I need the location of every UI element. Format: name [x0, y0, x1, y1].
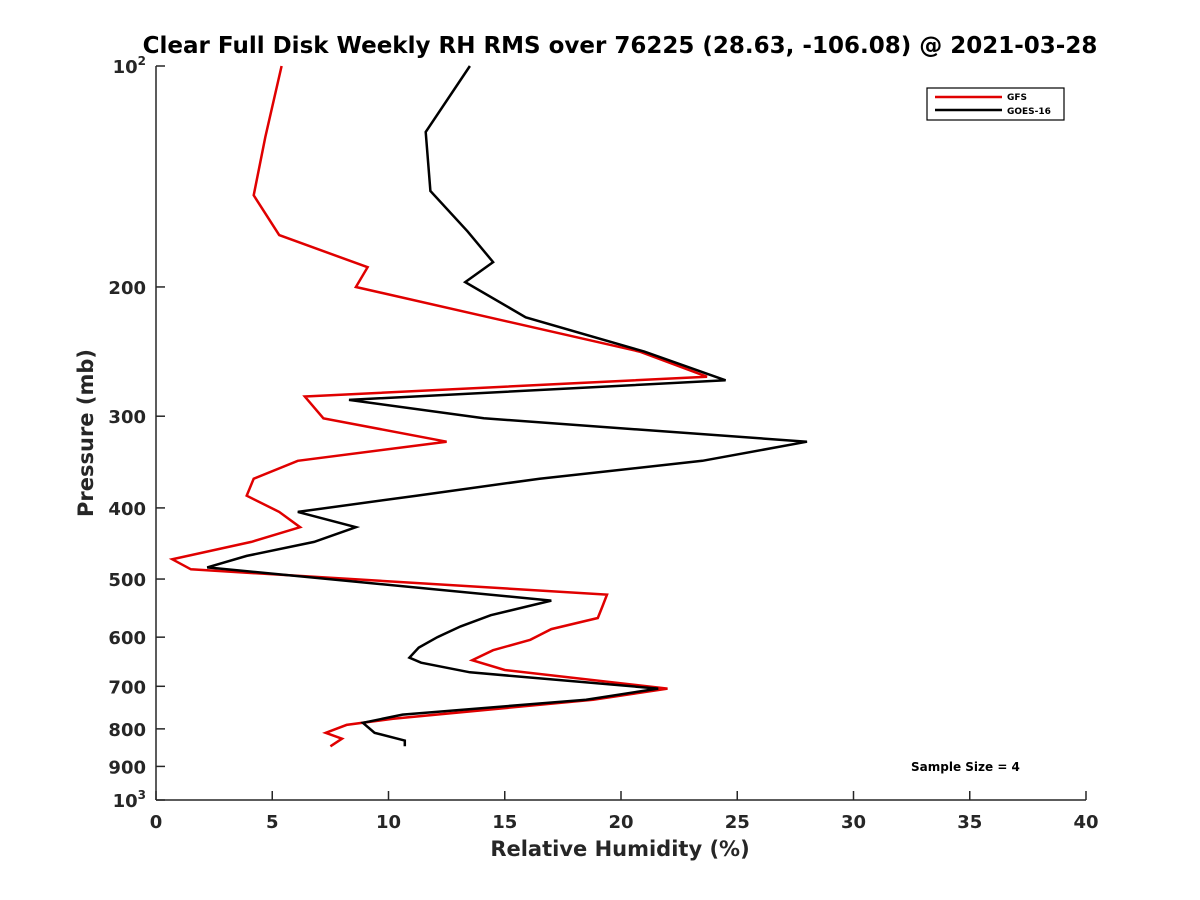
x-tick-label: 40	[1073, 812, 1098, 833]
x-tick-label: 35	[957, 812, 982, 833]
x-tick-label: 25	[725, 812, 750, 833]
y-tick-label: 300	[108, 407, 146, 428]
legend-label-gfs: GFS	[1007, 93, 1027, 103]
x-tick-label: 5	[266, 812, 279, 833]
y-tick-label: 103	[113, 788, 146, 812]
y-tick-label: 200	[108, 278, 146, 299]
legend: GFS GOES-16	[926, 87, 1065, 121]
x-tick-label: 10	[376, 812, 401, 833]
y-axis-label: Pressure (mb)	[74, 349, 98, 517]
y-tick-label: 500	[108, 570, 146, 591]
x-tick-label: 20	[608, 812, 633, 833]
legend-label-goes-16: GOES-16	[1007, 107, 1051, 117]
series-layer	[168, 65, 808, 748]
x-tick-label: 30	[841, 812, 866, 833]
y-tick-label: 400	[108, 499, 146, 520]
chart-title: Clear Full Disk Weekly RH RMS over 76225…	[143, 33, 1098, 59]
x-axis-ticks: 0 5 10 15 20 25 30 35 40	[150, 791, 1099, 833]
x-tick-label: 15	[492, 812, 517, 833]
y-axis-ticks: 102 200 300 400 500 600 700 800 900 103	[108, 54, 165, 812]
series-line-goes-16	[206, 65, 808, 747]
legend-box	[926, 87, 1065, 121]
y-tick-label: 700	[108, 677, 146, 698]
y-tick-label: 800	[108, 720, 146, 741]
x-axis-label: Relative Humidity (%)	[490, 837, 749, 861]
y-tick-label: 600	[108, 628, 146, 649]
sample-size-annotation: Sample Size = 4	[911, 760, 1020, 774]
y-tick-label: 102	[113, 54, 146, 78]
y-tick-label: 900	[108, 757, 146, 778]
x-tick-label: 0	[150, 812, 163, 833]
